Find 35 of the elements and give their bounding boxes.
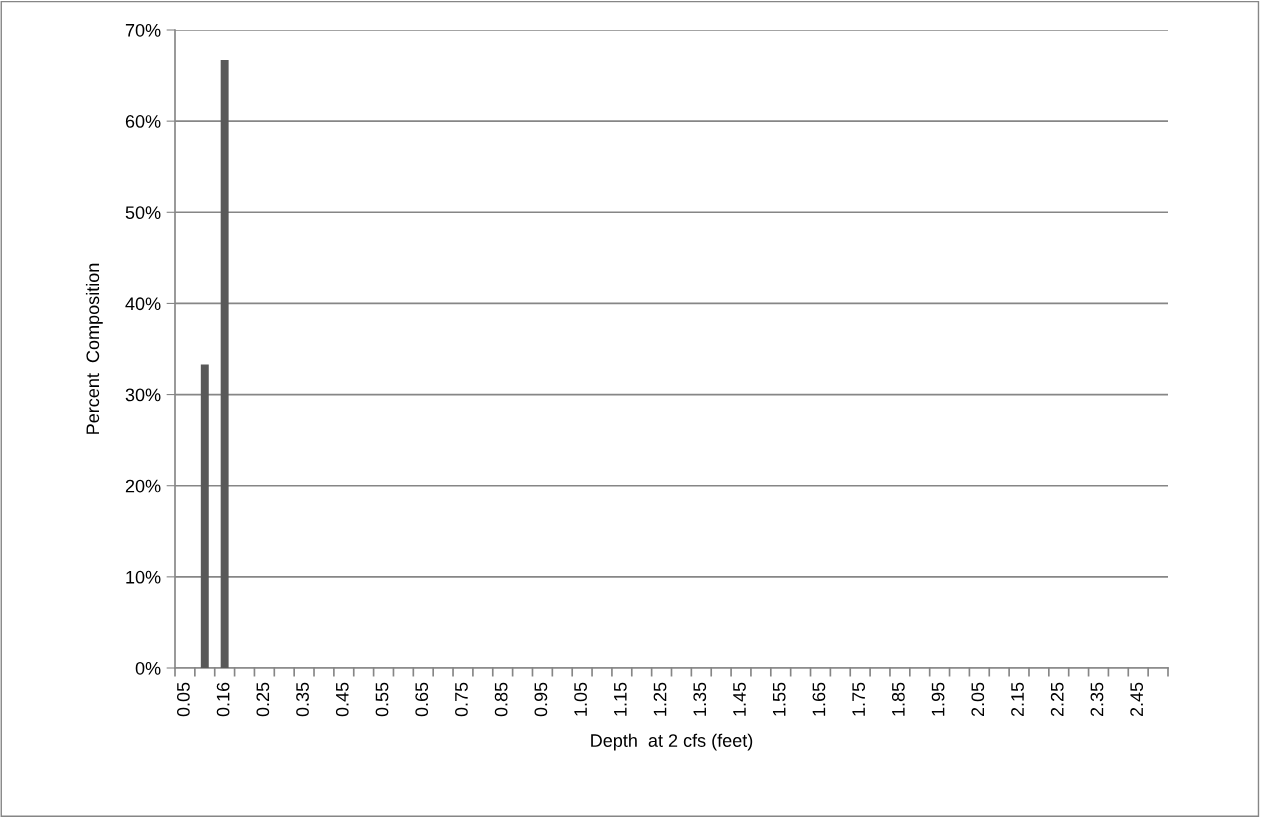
y-tick-label: 20%: [125, 479, 161, 493]
x-tick-label: 0.65: [415, 682, 429, 717]
x-tick-label: 0.16: [216, 682, 230, 717]
x-tick-label: 0.45: [335, 682, 349, 717]
x-tick-label: 1.05: [574, 682, 587, 716]
x-tick-label: 2.15: [1011, 682, 1024, 717]
y-tick-label: 70%: [125, 23, 161, 37]
y-tick-label: 60%: [125, 115, 161, 128]
x-tick-label: 2.35: [1090, 682, 1104, 717]
x-tick-label: 0.85: [494, 682, 508, 717]
x-axis-title: Depth at 2 cfs (feet): [591, 733, 753, 751]
x-tick-label: 1.55: [772, 682, 786, 716]
x-tick-label: 2.05: [971, 682, 985, 717]
x-tick-label: 1.75: [852, 682, 866, 716]
x-tick-label: 1.85: [891, 682, 905, 716]
x-tick-label: 1.65: [812, 682, 826, 716]
x-tick-label: 0.25: [256, 682, 270, 717]
x-tick-label: 1.35: [693, 682, 707, 716]
x-tick-label: 0.75: [455, 682, 468, 717]
x-tick-label: 2.25: [1050, 682, 1064, 717]
x-tick-label: 1.45: [733, 682, 746, 716]
x-tick-label: 0.05: [176, 682, 190, 717]
x-tick-label: 1.25: [653, 682, 667, 716]
x-tick-label: 1.95: [931, 682, 945, 716]
y-tick-label: 40%: [125, 297, 161, 311]
y-tick-label: 0%: [135, 661, 161, 675]
x-tick-label: 2.45: [1130, 682, 1144, 717]
y-tick-label: 30%: [125, 388, 161, 402]
x-tick-label: 0.95: [534, 682, 548, 717]
y-tick-label: 10%: [126, 570, 161, 584]
x-tick-label: 0.35: [296, 682, 309, 717]
y-axis-title: Percent Composition: [85, 263, 103, 434]
x-tick-label: 0.55: [375, 682, 389, 717]
x-tick-label: 1.15: [614, 682, 627, 716]
y-tick-label: 50%: [125, 206, 161, 220]
